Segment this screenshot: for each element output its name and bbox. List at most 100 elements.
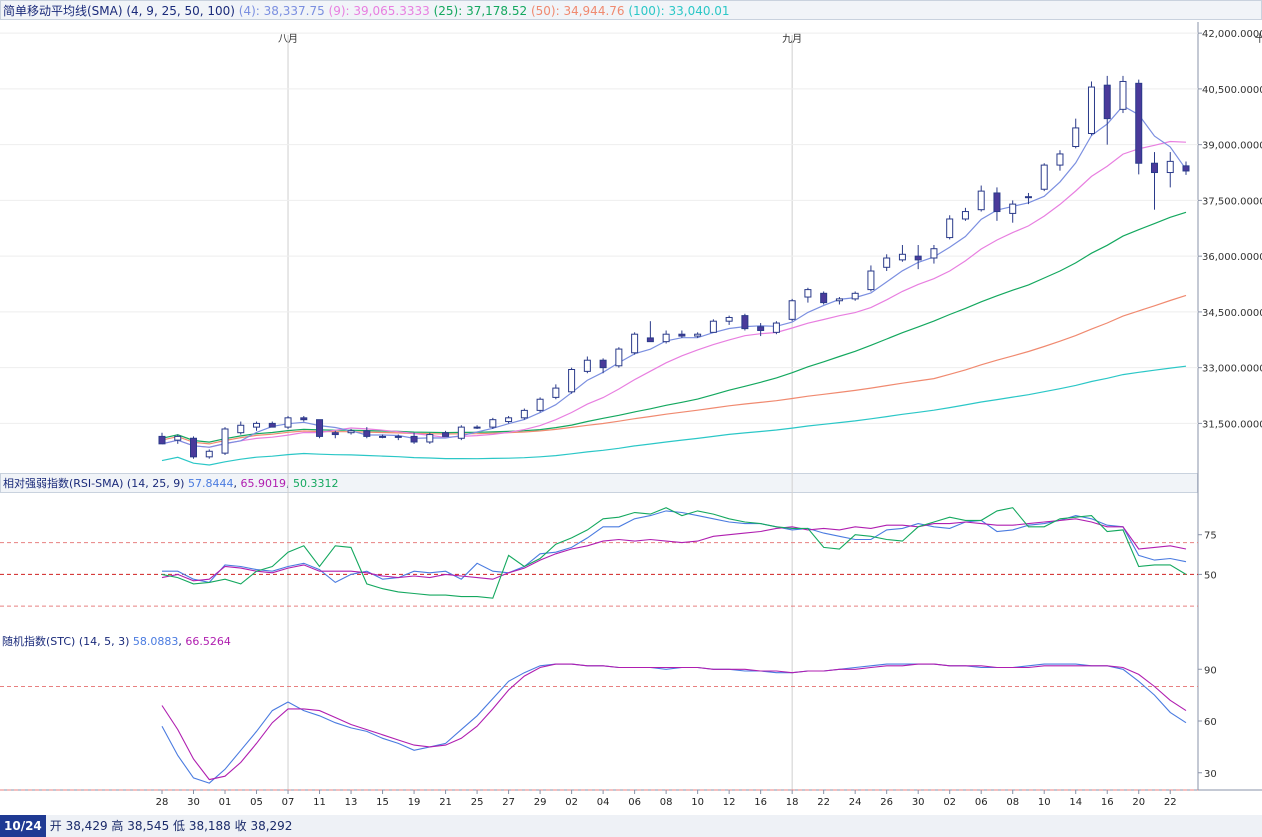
date-tick-label: 02 [565,797,578,808]
candle-body [646,337,654,343]
candle [646,321,654,343]
price-tick-label: 33,000.0000 [1202,364,1262,375]
candle-body [977,190,985,211]
sma-legend-name: 简单移动平均线(SMA) (4, 9, 25, 50, 100) [3,4,235,18]
candle [1072,118,1080,149]
date-tick-label: 16 [754,797,767,808]
date-tick-label: 30 [187,797,200,808]
candle [363,427,371,439]
date-tick-label: 26 [880,797,893,808]
candle-body [457,426,465,439]
candle-body [426,434,434,443]
candle [961,207,969,221]
sma4-line [161,105,1187,448]
candle [489,417,497,429]
date-tick-label: 02 [943,797,956,808]
candle [1024,192,1032,205]
date-tick-label: 29 [534,797,547,808]
date-tick-label: 06 [975,797,988,808]
candle-body [615,348,623,367]
rsi-tick-label: 50 [1204,570,1217,581]
candle-body [1182,165,1190,172]
candle-body [268,422,276,428]
candle [1182,161,1190,175]
candle-body [1072,127,1080,148]
candle [536,397,544,413]
month-label: 九月 [782,33,802,45]
candle-body [1040,164,1048,190]
candle [835,297,843,305]
sma100-line [161,365,1187,466]
candle [190,436,198,459]
price-tick-label: 37,500.0000 [1202,196,1262,207]
candle [174,434,182,444]
date-tick-label: 30 [912,797,925,808]
date-tick-label: 04 [597,797,610,808]
date-tick-label: 18 [786,797,799,808]
candle-body [757,326,765,331]
candle [615,347,623,368]
date-tick-label: 22 [1164,797,1177,808]
price-tick-label: 34,500.0000 [1202,308,1262,319]
candle [473,425,481,429]
rsi-series-line [162,510,1187,584]
candle [1150,152,1158,210]
candle [1119,75,1127,114]
candle [237,421,245,435]
sma-legend: 简单移动平均线(SMA) (4, 9, 25, 50, 100) (4): 38… [0,0,1262,20]
candle [568,367,576,394]
candle [757,323,765,337]
candle [914,245,922,270]
candle-body [709,320,717,333]
candle-body [300,417,308,421]
candle-body [678,333,686,337]
date-tick-label: 28 [156,797,169,808]
candle [820,291,828,305]
candle-body [410,435,418,443]
date-tick-label: 01 [219,797,232,808]
candle [1135,79,1143,175]
sma4-value: (4): 38,337.75 [238,4,325,18]
candle [158,432,166,445]
candle-body [1150,162,1158,174]
candle [678,330,686,338]
candle [1040,163,1048,192]
candle-body [379,435,387,438]
candle-body [662,333,670,343]
candle-body [158,435,166,445]
stc-d-value: 66.5264 [185,635,231,648]
date-tick-label: 12 [723,797,736,808]
candle [505,415,513,424]
candle-body [221,428,229,454]
rsi-tick-label: 75 [1204,531,1217,542]
date-tick-label: 21 [439,797,452,808]
footer-date: 10/24 [0,815,46,837]
candle-body [363,430,371,437]
date-tick-label: 10 [691,797,704,808]
date-tick-label: 06 [628,797,641,808]
date-tick-label: 25 [471,797,484,808]
candle [347,428,355,435]
stock-chart[interactable]: 八月 九月 十月42,000.0000 40,500.0000 39,000.0000 3… [0,0,1262,815]
candle [221,427,229,455]
candle-body [347,430,355,434]
candle-body [489,419,497,428]
candle-body [772,322,780,333]
candle [316,419,324,439]
candle [851,291,859,301]
candle [804,287,812,303]
price-tick-label: 42,000.0000 [1202,29,1262,40]
candle-body [1135,82,1143,164]
price-tick-label: 39,000.0000 [1202,141,1262,152]
candle [457,425,465,441]
candle-body [867,270,875,291]
price-tick-label: 40,500.0000 [1202,85,1262,96]
candle-body [1024,196,1032,199]
candle [331,430,339,439]
stc-legend: 随机指数(STC) (14, 5, 3) 58.0883, 66.5264 [0,632,1198,652]
sma100-value: (100): 33,040.01 [628,4,730,18]
candle-body [993,192,1001,213]
candle [1009,200,1017,223]
candle-body [631,333,639,354]
date-tick-label: 05 [250,797,263,808]
